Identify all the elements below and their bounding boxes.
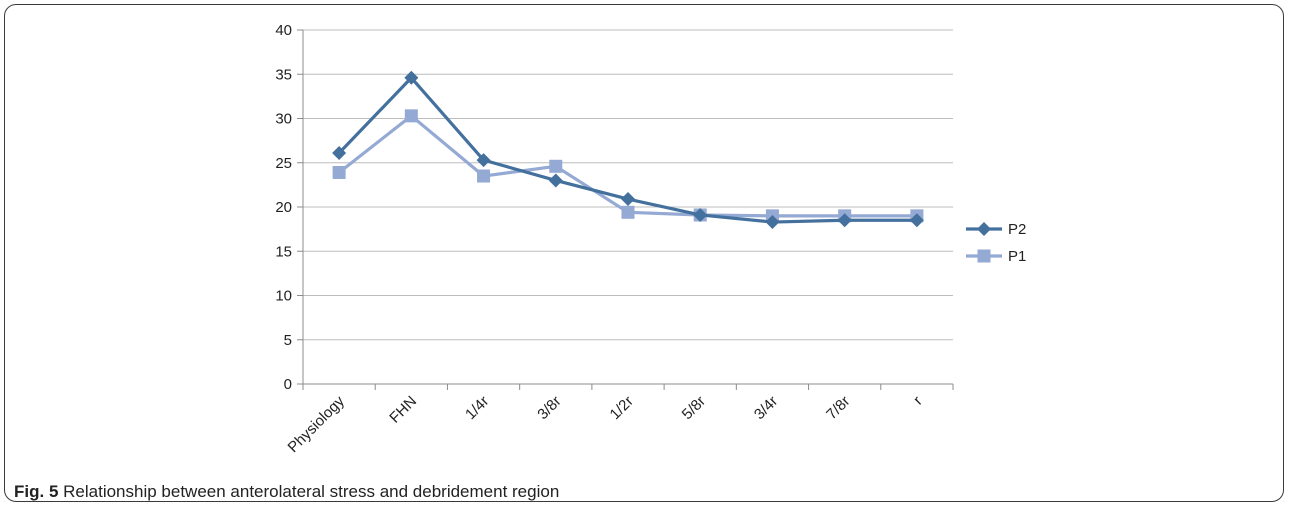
x-tick-label: 1/4r bbox=[462, 393, 492, 423]
x-tick-label: Physiology bbox=[285, 392, 349, 456]
y-axis-ticks: 0 5 10 15 20 25 30 35 40 bbox=[275, 22, 303, 393]
y-tick-label: 15 bbox=[275, 243, 292, 260]
data-point-p2 bbox=[837, 213, 852, 228]
legend-marker-p1 bbox=[977, 249, 991, 263]
gridlines bbox=[303, 29, 953, 341]
data-point-p2 bbox=[909, 213, 924, 228]
legend-marker-p2 bbox=[977, 222, 991, 236]
figure-caption: Fig. 5 Relationship between anterolatera… bbox=[14, 482, 559, 502]
y-tick-label: 35 bbox=[275, 66, 292, 83]
x-tick-label: 3/4r bbox=[751, 393, 781, 423]
data-point-p1 bbox=[621, 205, 635, 219]
x-tick-label: r bbox=[910, 393, 926, 409]
data-point-p2 bbox=[621, 192, 635, 207]
y-tick-label: 5 bbox=[284, 332, 292, 349]
legend-label-p1: P1 bbox=[1008, 248, 1026, 265]
x-axis-ticks: Physiology FHN 1/4r 3/8r 1/2r 5/8r 3/4r 7/8r r bbox=[285, 384, 954, 456]
x-tick-label: 1/2r bbox=[607, 393, 637, 423]
y-tick-label: 20 bbox=[275, 199, 292, 216]
series-p2 bbox=[332, 70, 924, 230]
data-point-p1 bbox=[477, 169, 491, 183]
data-point-p2 bbox=[548, 173, 563, 188]
data-point-p1 bbox=[404, 109, 418, 123]
legend-item-p2: P2 bbox=[966, 221, 1026, 238]
data-point-p2 bbox=[332, 146, 347, 161]
y-tick-label: 25 bbox=[275, 155, 292, 172]
data-point-p2 bbox=[476, 153, 491, 168]
legend-item-p1: P1 bbox=[966, 248, 1026, 265]
figure-caption-text: Relationship between anterolateral stres… bbox=[63, 482, 560, 501]
legend-label-p2: P2 bbox=[1008, 221, 1026, 238]
y-tick-label: 10 bbox=[275, 288, 292, 305]
series bbox=[332, 70, 924, 230]
data-point-p1 bbox=[549, 159, 563, 173]
data-point-p2 bbox=[404, 70, 419, 85]
x-tick-label: 3/8r bbox=[534, 393, 564, 423]
legend: P2 P1 bbox=[966, 221, 1026, 265]
y-tick-label: 40 bbox=[275, 22, 292, 39]
x-tick-label: 5/8r bbox=[679, 393, 709, 423]
y-tick-label: 30 bbox=[275, 111, 292, 128]
data-point-p1 bbox=[332, 165, 346, 179]
data-point-p2 bbox=[765, 215, 780, 230]
figure-label: Fig. 5 bbox=[14, 482, 59, 501]
figure-frame bbox=[4, 4, 1284, 502]
x-tick-label: 7/8r bbox=[823, 393, 853, 423]
x-tick-label: FHN bbox=[386, 393, 420, 427]
data-point-p2 bbox=[693, 207, 708, 222]
y-tick-label: 0 bbox=[284, 376, 292, 393]
